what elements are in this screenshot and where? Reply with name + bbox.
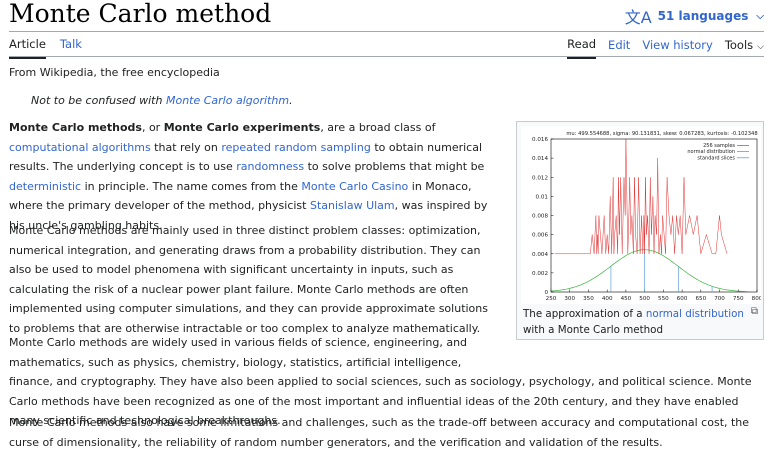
chart-title: mu: 499.554688, sigma: 90.131831, skew: … (566, 131, 757, 137)
chevron-down-icon: ⌵ (757, 42, 764, 52)
tab-edit[interactable]: Edit (608, 38, 631, 52)
x-tick-label: 350 (583, 296, 594, 302)
x-tick-label: 650 (695, 296, 706, 302)
x-tick-label: 500 (639, 296, 650, 302)
legend-label: normal distribution (687, 149, 735, 155)
link-normal-distribution[interactable]: normal distribution (645, 308, 744, 320)
y-tick-label: 0.002 (532, 271, 548, 277)
legend-label: 256 samples (703, 143, 735, 149)
x-tick-label: 750 (733, 296, 744, 302)
y-tick-label: 0.012 (532, 175, 548, 181)
text: in principle. The name comes from the (81, 179, 302, 193)
paragraph-2: Monte Carlo methods are mainly used in t… (9, 224, 488, 335)
text: to solve problems that might be (304, 160, 485, 173)
normal-distribution-series (550, 249, 750, 293)
tab-view-history[interactable]: View history (642, 38, 713, 52)
text: in Monaco, where the primary developer o… (9, 179, 472, 213)
tab-talk[interactable]: Talk (59, 37, 82, 51)
samples-series (554, 138, 728, 255)
text: , are a broad class of (320, 121, 436, 134)
paragraph-3: Monte Carlo methods are widely used in v… (9, 333, 764, 431)
x-tick-label: 400 (602, 296, 613, 302)
monte-carlo-chart[interactable]: mu: 499.554688, sigma: 90.131831, skew: … (521, 126, 761, 304)
text: , or (141, 121, 164, 134)
y-tick-label: 0.004 (532, 252, 548, 258)
view-tabs: Read Edit View history Tools ⌵ (567, 37, 764, 59)
bold-term: Monte Carlo methods (9, 121, 142, 134)
text: , was inspired by his uncle's gambling h… (9, 199, 488, 232)
figure-caption: The approximation of a normal distributi… (523, 306, 755, 338)
legend-label: standard slices (697, 155, 735, 161)
y-tick-label: 0.014 (532, 156, 548, 162)
figure: mu: 499.554688, sigma: 90.131831, skew: … (516, 121, 764, 340)
languages-label: 51 languages (657, 9, 749, 23)
caption-suffix: with a Monte Carlo method (523, 324, 663, 336)
bold-term: Monte Carlo experiments (163, 121, 321, 134)
y-tick-label: 0 (544, 290, 548, 296)
language-selector[interactable]: 文A 51 languages ⌵ (625, 4, 764, 28)
paragraph-3-text: Monte Carlo methods are widely used in v… (9, 336, 752, 427)
chart-background (521, 126, 761, 304)
site-subtitle: From Wikipedia, the free encyclopedia (9, 66, 220, 79)
title-divider (9, 31, 764, 32)
tabs-divider (9, 56, 764, 57)
tab-read[interactable]: Read (567, 37, 597, 59)
link-randomness[interactable]: randomness (236, 160, 305, 173)
intro-paragraph: Monte Carlo methods, or Monte Carlo expe… (9, 118, 504, 235)
y-tick-label: 0.006 (532, 233, 548, 239)
text: to obtain numerical results. The underly… (9, 140, 483, 174)
x-tick-label: 300 (564, 296, 575, 302)
y-tick-label: 0.016 (532, 137, 548, 143)
link-computational-algorithms[interactable]: computational algorithms (9, 140, 151, 154)
tools-label: Tools (724, 38, 754, 52)
x-tick-label: 600 (677, 296, 688, 302)
hatnote-suffix: . (289, 94, 293, 107)
link-stanislaw-ulam[interactable]: Stanislaw Ulam (309, 199, 395, 212)
x-tick-label: 550 (658, 296, 669, 302)
y-tick-label: 0.01 (536, 194, 549, 200)
chevron-down-icon: ⌵ (756, 10, 764, 22)
paragraph-4: Monte Carlo methods also have some limit… (9, 416, 750, 449)
text: that rely on (150, 140, 222, 154)
link-repeated-random-sampling[interactable]: repeated random sampling (221, 140, 371, 154)
link-monte-carlo-casino[interactable]: Monte Carlo Casino (301, 179, 409, 193)
x-tick-label: 250 (546, 296, 557, 302)
hatnote-prefix: Not to be confused with (31, 94, 166, 107)
enlarge-icon[interactable]: ⧉ (750, 306, 758, 317)
caption-prefix: The approximation of a (523, 308, 646, 320)
namespace-tabs: Article Talk (9, 37, 82, 59)
x-tick-label: 700 (714, 296, 725, 302)
page-title: Monte Carlo method (9, 0, 272, 28)
hatnote-link[interactable]: Monte Carlo algorithm (165, 94, 290, 107)
hatnote: Not to be confused with Monte Carlo algo… (31, 94, 293, 107)
x-tick-label: 450 (621, 296, 632, 302)
y-tick-label: 0.008 (532, 214, 548, 220)
translate-icon: 文A (624, 8, 652, 27)
tab-article[interactable]: Article (9, 37, 46, 59)
link-deterministic[interactable]: deterministic (9, 179, 82, 193)
tools-menu[interactable]: Tools ⌵ (725, 38, 764, 58)
x-tick-label: 800 (752, 296, 761, 302)
